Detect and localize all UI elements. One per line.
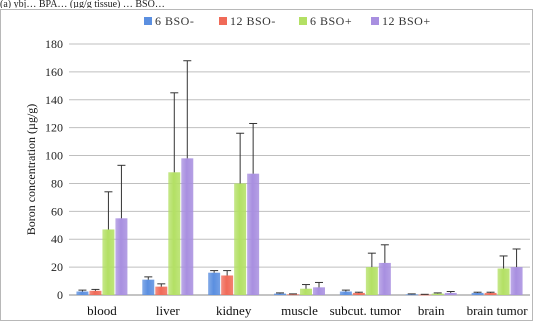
y-tick-label: 40 xyxy=(51,232,63,246)
y-tick-label: 180 xyxy=(45,37,63,51)
category-label: brain tumor xyxy=(467,303,529,318)
legend-swatch xyxy=(299,17,307,25)
bars xyxy=(76,158,523,296)
y-axis: 0 20 40 60 80 100 120 140 160 180 xyxy=(45,37,63,302)
bar-muscle-3 xyxy=(313,287,325,295)
bar-brain-tumor-2 xyxy=(497,268,510,295)
error-bars xyxy=(78,60,521,295)
bar-brain-1 xyxy=(418,294,431,296)
y-tick-label: 0 xyxy=(57,288,63,302)
legend-label: 12 BSO- xyxy=(230,14,276,28)
bar-chart: 6 BSO- 12 BSO- 6 BSO+ 12 BSO+ 0 20 40 60 80 100 1… xyxy=(24,14,530,318)
bar-brain-2 xyxy=(431,293,444,295)
x-axis: blood liver kidney muscle subcut. tumor brain… xyxy=(87,303,528,318)
bar-blood-1 xyxy=(89,290,102,295)
bar-subcut-tumor-3 xyxy=(378,262,391,295)
figure-caption: (a) ybj… BPA… (µg/g tissue) … BSO… xyxy=(0,0,165,8)
bar-liver-2 xyxy=(168,172,181,295)
legend-swatch xyxy=(144,17,152,25)
bar-muscle-2 xyxy=(300,288,312,295)
legend-label: 6 BSO- xyxy=(155,14,194,28)
category-label: subcut. tumor xyxy=(330,303,402,318)
y-tick-label: 100 xyxy=(45,149,63,163)
bar-liver-0 xyxy=(142,279,155,295)
y-tick-label: 20 xyxy=(51,260,63,274)
bar-liver-3 xyxy=(181,158,194,295)
bar-brain-tumor-0 xyxy=(471,292,484,295)
bar-kidney-1 xyxy=(221,275,234,295)
category-label: brain xyxy=(418,303,445,318)
category-label: muscle xyxy=(281,303,318,318)
legend-swatch xyxy=(371,17,379,25)
bar-kidney-3 xyxy=(247,173,260,295)
legend: 6 BSO- 12 BSO- 6 BSO+ 12 BSO+ xyxy=(144,14,431,28)
legend-label: 6 BSO+ xyxy=(310,14,352,28)
category-label: blood xyxy=(87,303,117,318)
y-tick-label: 160 xyxy=(45,65,63,79)
y-axis-title: Boron concentration (µg/g) xyxy=(24,104,38,236)
y-tick-label: 60 xyxy=(51,204,63,218)
category-label: kidney xyxy=(216,303,252,318)
bar-brain-3 xyxy=(444,292,457,295)
bar-brain-tumor-1 xyxy=(484,292,497,295)
legend-swatch xyxy=(219,17,227,25)
y-tick-label: 140 xyxy=(45,93,63,107)
bar-subcut-tumor-2 xyxy=(365,267,378,295)
gridlines xyxy=(69,43,530,296)
bar-subcut-tumor-0 xyxy=(339,291,352,295)
bar-blood-2 xyxy=(102,229,115,295)
bar-kidney-2 xyxy=(234,183,247,295)
bar-kidney-0 xyxy=(208,272,221,295)
y-tick-label: 120 xyxy=(45,121,63,135)
chart-frame: 6 BSO- 12 BSO- 6 BSO+ 12 BSO+ 0 20 40 60 80 100 1… xyxy=(0,9,533,321)
category-label: liver xyxy=(156,303,180,318)
bar-blood-3 xyxy=(115,218,128,295)
legend-label: 12 BSO+ xyxy=(382,14,431,28)
bar-blood-0 xyxy=(76,291,89,295)
bar-muscle-1 xyxy=(287,294,299,296)
bar-brain-tumor-3 xyxy=(510,267,523,295)
bar-muscle-0 xyxy=(274,293,286,295)
bar-brain-0 xyxy=(405,294,418,296)
bar-liver-1 xyxy=(155,286,168,295)
bar-subcut-tumor-1 xyxy=(352,292,365,295)
y-tick-label: 80 xyxy=(51,176,63,190)
